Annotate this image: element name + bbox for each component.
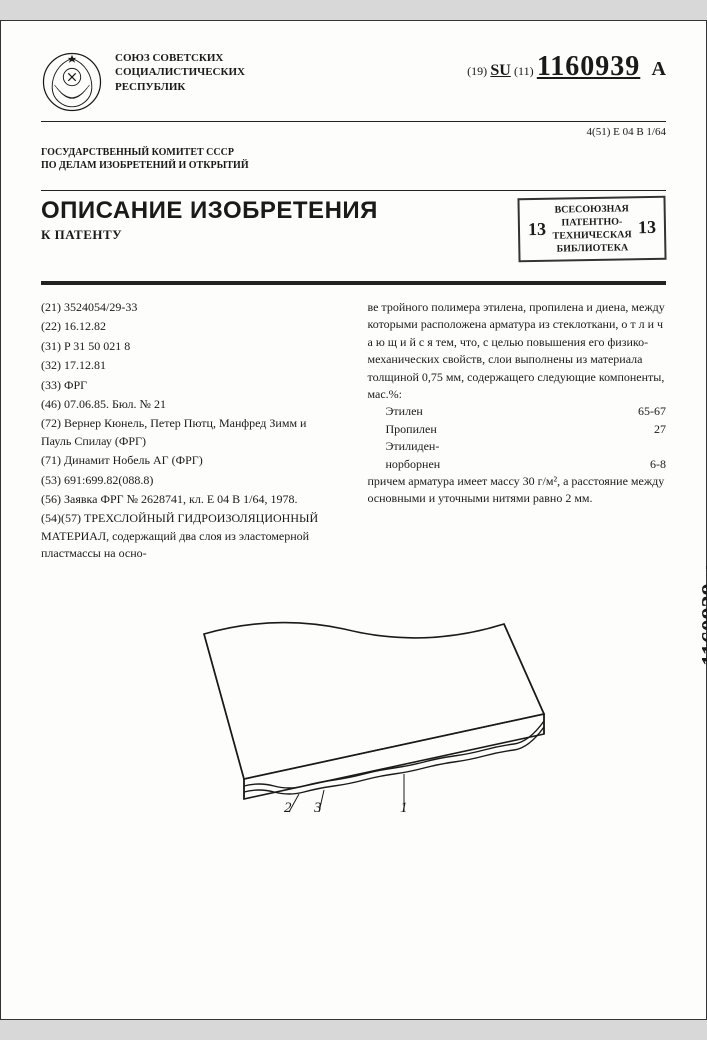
title-box: ОПИСАНИЕ ИЗОБРЕТЕНИЯ К ПАТЕНТУ	[41, 197, 504, 243]
figure-label-3: 3	[313, 800, 322, 814]
ipc-classification: 4(51) E 04 B 1/64	[41, 121, 666, 138]
content-columns: (21) 3524054/29-33 (22) 16.12.82 (31) P …	[41, 299, 666, 564]
field-21: (21) 3524054/29-33	[41, 299, 340, 316]
field-33: (33) ФРГ	[41, 377, 340, 394]
kind-code: A	[652, 58, 666, 80]
side-publication-number: (19) SU (11) 1160939 A	[698, 561, 707, 735]
header-row: СОЮЗ СОВЕТСКИХ СОЦИАЛИСТИЧЕСКИХ РЕСПУБЛИ…	[41, 51, 666, 113]
component-row-2: Этилиден-	[368, 438, 667, 455]
publication-number: (19) SU (11) 1160939 A	[467, 51, 666, 83]
stamp-line4: БИБЛИОТЕКА	[553, 241, 632, 255]
title-row: ОПИСАНИЕ ИЗОБРЕТЕНИЯ К ПАТЕНТУ 13 ВСЕСОЮ…	[41, 197, 666, 261]
field-31: (31) P 31 50 021 8	[41, 338, 340, 355]
patent-number: 1160939	[537, 51, 640, 82]
thin-divider	[41, 190, 666, 191]
thick-divider	[41, 281, 666, 285]
comp-name-2: Этилиден-	[386, 438, 440, 455]
stamp-number-right: 13	[638, 216, 656, 240]
field-71: (71) Динамит Нобель АГ (ФРГ)	[41, 452, 340, 469]
figure-label-1: 1	[400, 800, 408, 814]
sub-title: К ПАТЕНТУ	[41, 227, 504, 243]
component-row-3: норборнен 6-8	[368, 456, 667, 473]
field-56: (56) Заявка ФРГ № 2628741, кл. E 04 B 1/…	[41, 491, 340, 508]
field-53: (53) 691:699.82(088.8)	[41, 472, 340, 489]
abstract-p1: ве тройного полимера этилена, пропилена …	[368, 299, 667, 403]
comp-val-0: 65-67	[638, 403, 666, 420]
country-code: SU	[490, 62, 510, 79]
ipc-code: E 04 B 1/64	[613, 126, 666, 138]
main-title: ОПИСАНИЕ ИЗОБРЕТЕНИЯ	[41, 197, 504, 225]
figure-area: 2 3 1	[41, 594, 666, 814]
ussr-emblem-icon	[41, 51, 103, 113]
side-kind: A	[702, 561, 707, 574]
library-stamp: 13 ВСЕСОЮЗНАЯ ПАТЕНТНО- ТЕХНИЧЕСКАЯ БИБЛ…	[517, 196, 666, 263]
patent-page: СОЮЗ СОВЕТСКИХ СОЦИАЛИСТИЧЕСКИХ РЕСПУБЛИ…	[0, 20, 707, 1020]
country-code-prefix: (19)	[467, 64, 487, 78]
layered-material-diagram: 2 3 1	[144, 594, 564, 814]
component-row-0: Этилен 65-67	[368, 403, 667, 420]
component-row-1: Пропилен 27	[368, 421, 667, 438]
code-11: (11)	[514, 64, 534, 78]
field-72: (72) Вернер Кюнель, Петер Пютц, Манфред …	[41, 415, 340, 450]
left-column: (21) 3524054/29-33 (22) 16.12.82 (31) P …	[41, 299, 340, 564]
field-32: (32) 17.12.81	[41, 357, 340, 374]
figure-label-2: 2	[284, 800, 292, 814]
field-46: (46) 07.06.85. Бюл. № 21	[41, 396, 340, 413]
committee-text: ГОСУДАРСТВЕННЫЙ КОМИТЕТ СССР ПО ДЕЛАМ ИЗ…	[41, 146, 666, 172]
right-column: ве тройного полимера этилена, пропилена …	[368, 299, 667, 564]
comp-name-1: Пропилен	[386, 421, 437, 438]
field-54: (54)(57) ТРЕХСЛОЙНЫЙ ГИДРОИЗОЛЯЦИОННЫЙ М…	[41, 510, 340, 562]
comp-val-1: 27	[654, 421, 666, 438]
ipc-prefix: 4(51)	[587, 126, 611, 138]
comp-val-3: 6-8	[650, 456, 666, 473]
comp-name-0: Этилен	[386, 403, 423, 420]
stamp-number-left: 13	[528, 218, 546, 242]
union-text: СОЮЗ СОВЕТСКИХ СОЦИАЛИСТИЧЕСКИХ РЕСПУБЛИ…	[115, 51, 245, 94]
field-22: (22) 16.12.82	[41, 318, 340, 335]
comp-name-3: норборнен	[386, 456, 441, 473]
abstract-p2: причем арматура имеет массу 30 г/м², а р…	[368, 473, 667, 508]
side-number: 1160939	[698, 583, 707, 666]
